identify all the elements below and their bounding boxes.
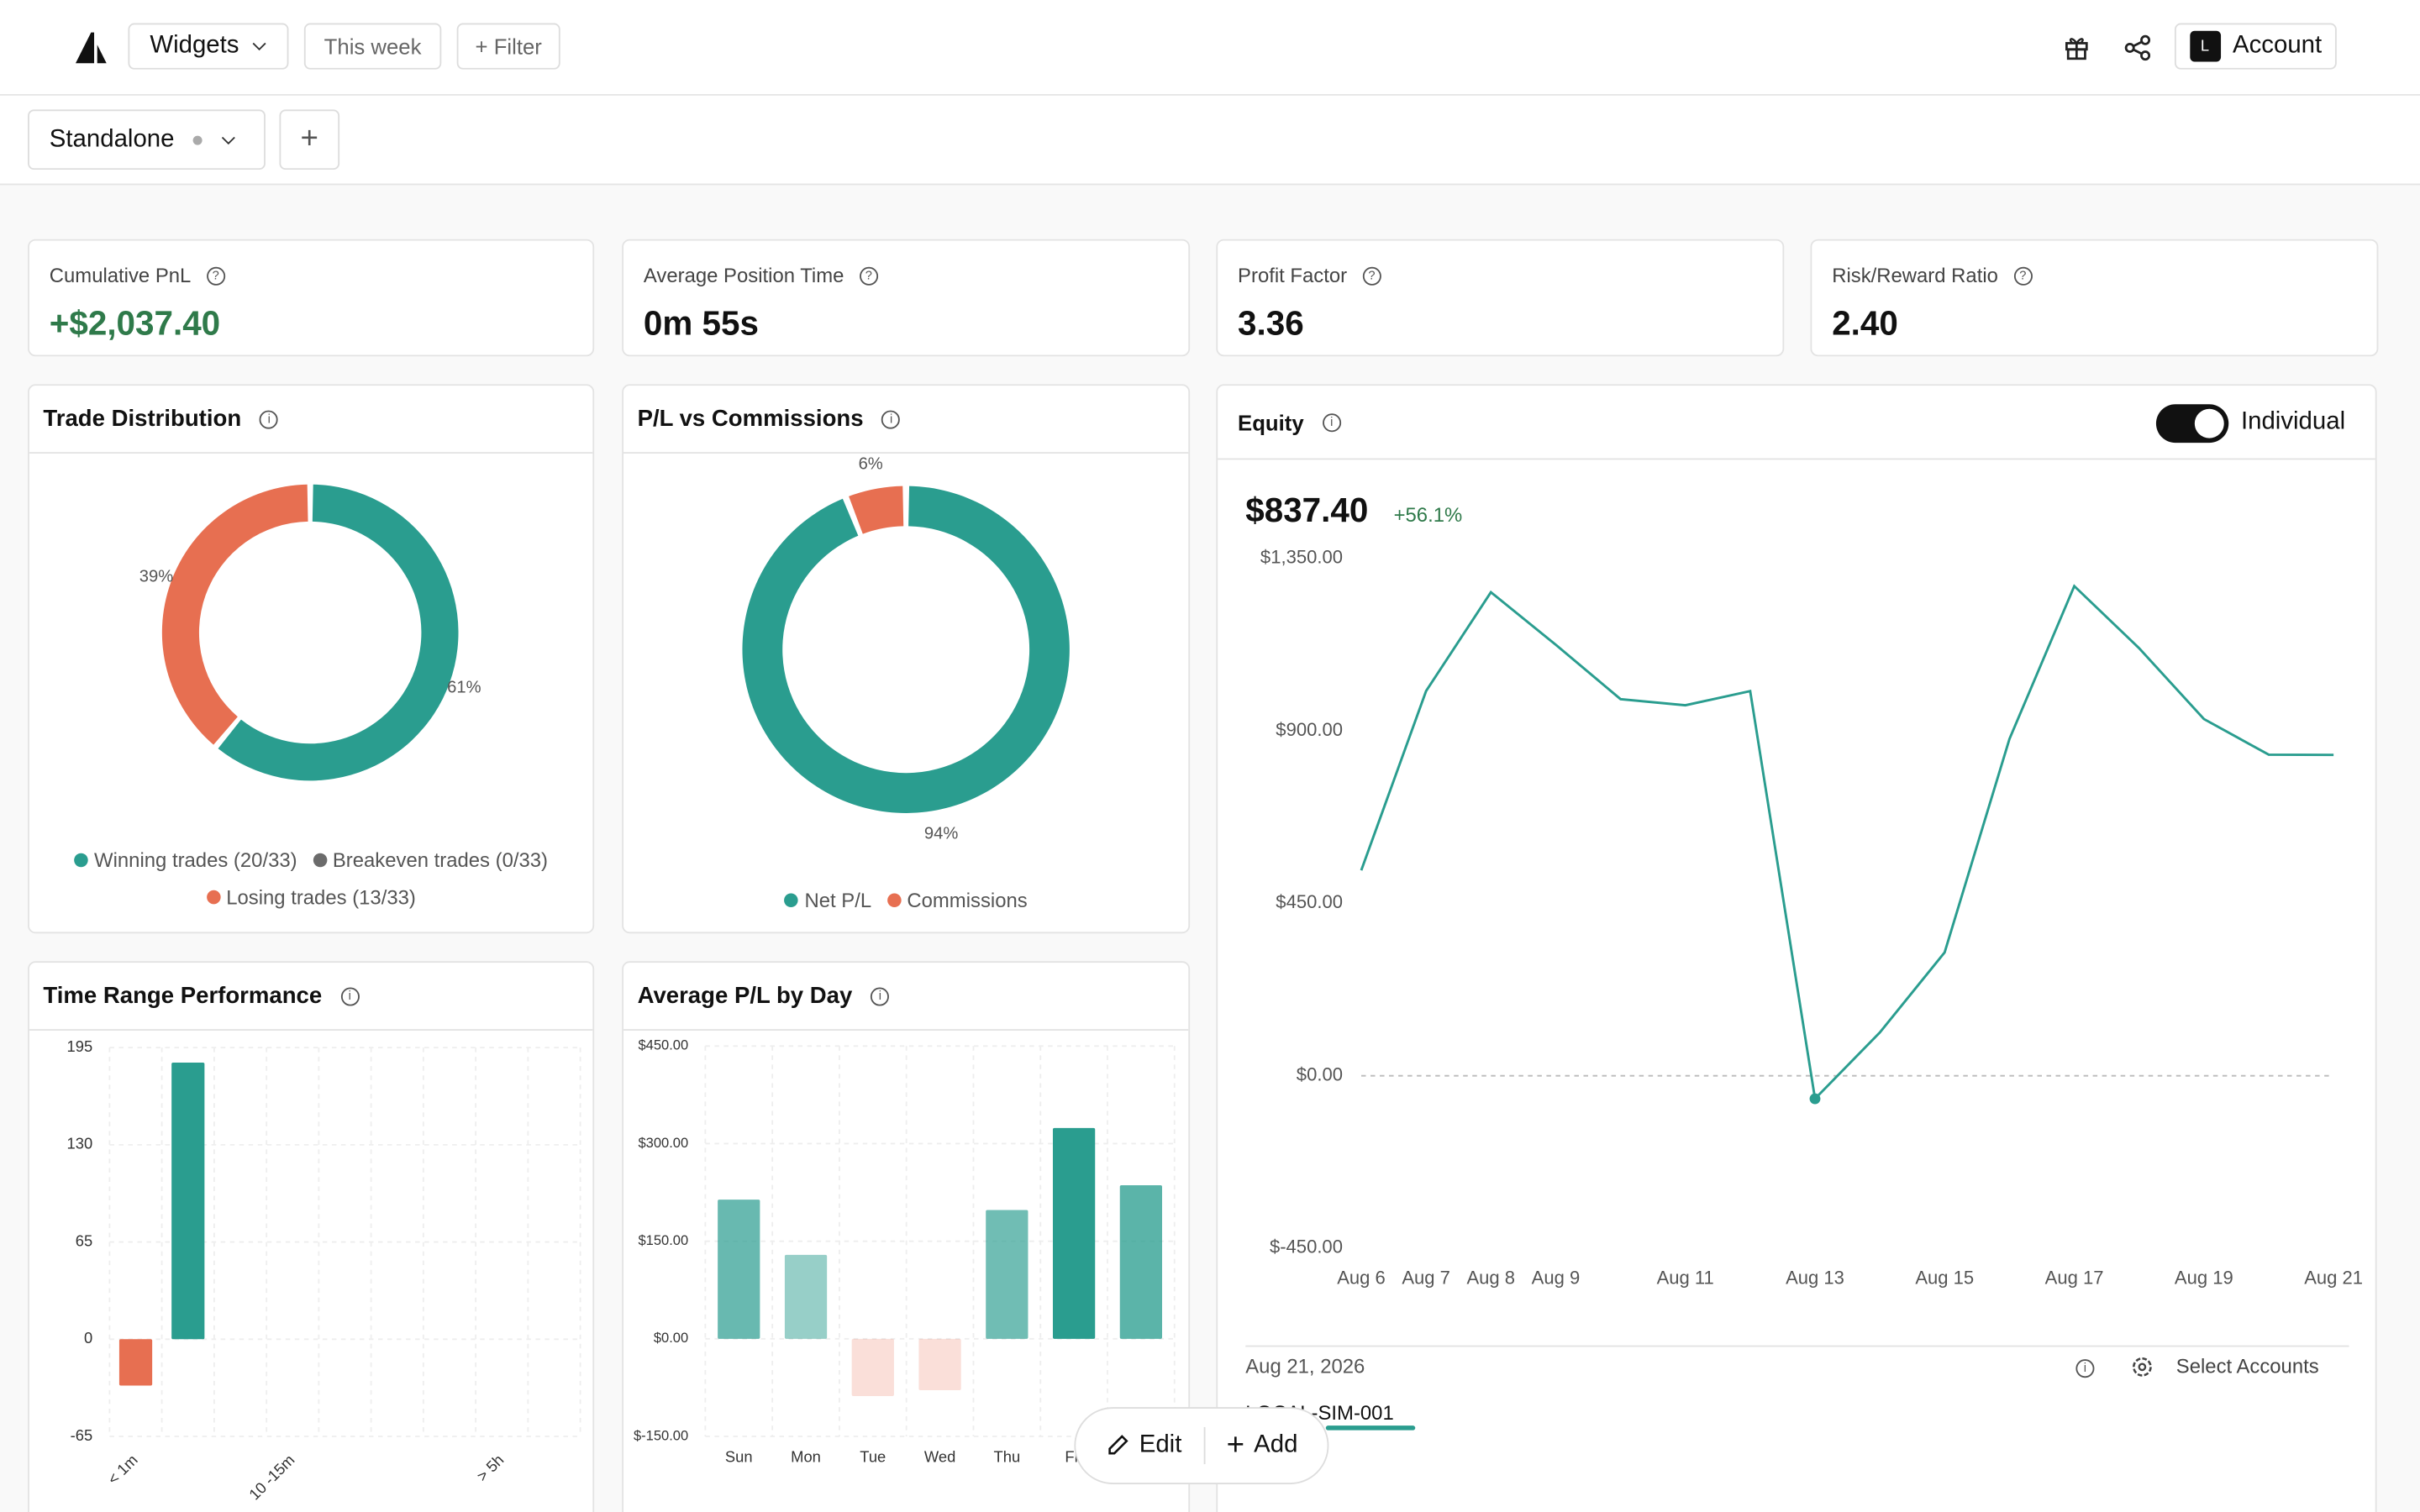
metric-label: Cumulative PnL <box>49 264 192 287</box>
legend-swatch <box>784 893 799 908</box>
settings-icon[interactable] <box>2130 1355 2154 1379</box>
action-pill: Edit + Add <box>1074 1407 1329 1484</box>
account-avatar: L <box>2189 30 2221 62</box>
widget-title: Trade Distribution <box>43 406 242 433</box>
account-button[interactable]: L Account <box>2174 23 2337 70</box>
metric-label: Risk/Reward Ratio <box>1832 264 1998 287</box>
metric-label: Average Position Time <box>643 264 844 287</box>
widget-title: Time Range Performance <box>43 983 323 1010</box>
widgets-button[interactable]: Widgets <box>128 23 289 70</box>
metric-label: Profit Factor <box>1238 264 1348 287</box>
legend-swatch <box>206 890 220 905</box>
legend-item[interactable]: Commissions <box>886 888 1028 912</box>
add-label: Add <box>1254 1431 1298 1458</box>
widget-title: Average P/L by Day <box>637 983 853 1010</box>
legend: Winning trades (20/33) Breakeven trades (… <box>29 848 592 909</box>
legend-label: Winning trades (20/33) <box>94 848 297 872</box>
widget-card: Equity i Individual $837.40 +56.1% Aug 21… <box>1216 384 2377 1512</box>
tab-bar: Standalone + <box>0 95 2420 186</box>
edit-button[interactable]: Edit <box>1105 1431 1181 1459</box>
widget-title: Equity <box>1238 409 1304 435</box>
select-accounts[interactable]: Select Accounts <box>2175 1354 2319 1378</box>
legend-label: Commissions <box>907 888 1028 912</box>
filter-label: + Filter <box>475 34 542 59</box>
metric-value: 2.40 <box>1832 303 1898 343</box>
layout-tab-label: Standalone <box>49 125 175 152</box>
legend-item[interactable]: Winning trades (20/33) <box>74 848 297 872</box>
legend-item[interactable]: Net P/L <box>784 888 872 912</box>
widgets-label: Widgets <box>150 32 239 59</box>
widget-card: Trade Distribution i Winning trades (20/33… <box>28 384 595 934</box>
share-icon[interactable] <box>2123 34 2151 61</box>
legend-swatch <box>312 853 327 868</box>
logo <box>76 32 107 64</box>
tab-underline <box>1325 1425 1416 1431</box>
widget-title: P/L vs Commissions <box>637 406 864 433</box>
widget-card: Time Range Performance i <box>28 961 595 1512</box>
period-label: This week <box>324 34 422 59</box>
divider <box>1245 1345 2349 1347</box>
legend-swatch <box>886 893 902 908</box>
filter-button[interactable]: + Filter <box>456 23 560 70</box>
edit-label: Edit <box>1139 1431 1182 1458</box>
legend-label: Net P/L <box>804 888 872 912</box>
add-tab-button[interactable]: + <box>279 109 340 171</box>
equity-date: Aug 21, 2026 <box>1245 1354 1365 1378</box>
widget-card: P/L vs Commissions i Net P/L Commissions <box>622 384 1191 934</box>
add-button[interactable]: + Add <box>1226 1427 1298 1462</box>
top-bar: Widgets This week + Filter L Account <box>0 0 2420 96</box>
metric-card: Cumulative PnL? +$2,037.40 <box>28 239 595 357</box>
equity-value: $837.40 <box>1245 491 1369 530</box>
account-label: Account <box>2233 32 2323 59</box>
legend: Net P/L Commissions <box>623 889 1188 912</box>
metric-value: 3.36 <box>1238 303 1304 343</box>
gift-icon[interactable] <box>2064 34 2090 60</box>
legend-label: Breakeven trades (0/33) <box>332 848 549 872</box>
layout-tab[interactable]: Standalone <box>28 109 266 171</box>
legend-label: Losing trades (13/33) <box>226 885 416 909</box>
legend-item[interactable]: Breakeven trades (0/33) <box>312 848 549 872</box>
metric-card: Risk/Reward Ratio? 2.40 <box>1810 239 2379 357</box>
toggle-label: Individual <box>2240 408 2346 435</box>
metric-card: Average Position Time? 0m 55s <box>622 239 1191 357</box>
legend-item[interactable]: Losing trades (13/33) <box>206 885 416 909</box>
toggle[interactable] <box>2155 404 2229 444</box>
period-button[interactable]: This week <box>303 23 442 70</box>
equity-change: +56.1% <box>1393 502 1463 527</box>
metric-value: +$2,037.40 <box>49 303 221 343</box>
metric-card: Profit Factor? 3.36 <box>1216 239 1785 357</box>
metric-value: 0m 55s <box>643 303 759 343</box>
legend-swatch <box>74 853 88 868</box>
info-icon[interactable]: i <box>2075 1359 2095 1378</box>
